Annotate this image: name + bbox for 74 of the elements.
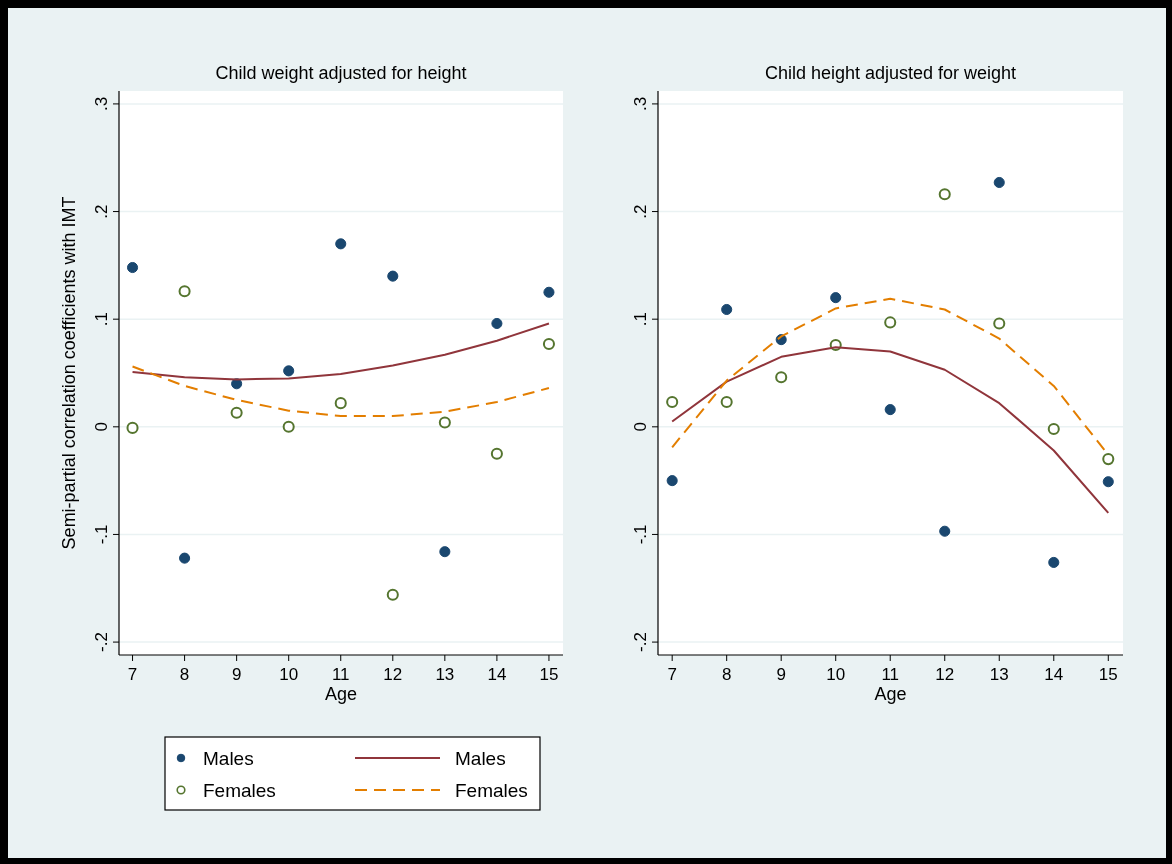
point (993, 317, 1006, 330)
x-tick-label: 10 (826, 665, 846, 684)
x-axis-title: Age (324, 684, 358, 704)
y-axis-title: Semi-partial correlation coefficients with IMT (59, 196, 79, 550)
point (542, 337, 555, 350)
point (884, 404, 896, 416)
x-tick-label: 7 (667, 665, 677, 684)
x-axis-title: Age (874, 684, 907, 704)
point (1102, 453, 1115, 466)
y-tick-label: .2 (92, 204, 111, 219)
x-tick-label: 15 (1098, 665, 1118, 684)
x-tick-label: 12 (383, 665, 403, 684)
x-tick-label: 9 (231, 665, 242, 684)
x-tick-label: 15 (539, 665, 559, 684)
point (939, 525, 951, 537)
point (334, 397, 347, 410)
x-tick-label: 13 (989, 665, 1009, 684)
legend-label: Males (455, 748, 506, 769)
y-tick-label: .3 (92, 96, 111, 112)
point (179, 552, 191, 564)
point (490, 447, 503, 460)
x-tick-label: 8 (179, 665, 190, 684)
y-tick-label: 0 (631, 422, 650, 432)
point (438, 416, 451, 429)
y-tick-label: .3 (631, 96, 650, 112)
legend-label: Females (203, 780, 276, 801)
point (335, 238, 347, 250)
point (1102, 476, 1114, 488)
point (543, 286, 555, 298)
point (666, 396, 679, 409)
y-tick-label: -.2 (92, 632, 111, 653)
y-tick-label: .1 (631, 312, 650, 327)
point (884, 316, 897, 329)
chart-title: Child weight adjusted for height (215, 63, 467, 83)
y-tick-label: -.1 (92, 524, 111, 545)
point (721, 303, 733, 316)
point (1047, 422, 1060, 436)
point (231, 378, 243, 390)
point (387, 270, 399, 282)
y-tick-label: -.1 (631, 524, 650, 545)
y-tick-label: .1 (92, 312, 111, 327)
chart-title: Child height adjusted for weight (764, 63, 1017, 83)
x-tick-label: 14 (1044, 665, 1064, 684)
point (282, 420, 295, 433)
point (720, 396, 733, 409)
x-tick-label: 9 (776, 665, 786, 684)
point (230, 406, 243, 419)
x-tick-label: 8 (721, 665, 732, 684)
x-tick-label: 11 (331, 665, 350, 684)
x-tick-label: 7 (127, 665, 138, 684)
y-tick-label: 0 (92, 422, 111, 432)
x-tick-label: 13 (435, 665, 455, 684)
point (178, 285, 191, 298)
point (1048, 556, 1060, 568)
point (491, 317, 503, 330)
x-tick-label: 11 (881, 665, 900, 684)
legend-label: Females (455, 780, 528, 801)
y-tick-label: .2 (631, 204, 650, 219)
point (439, 546, 451, 558)
line-series (131, 365, 550, 418)
x-tick-label: 14 (487, 665, 507, 684)
point (126, 421, 139, 434)
point (830, 292, 842, 304)
x-tick-label: 12 (935, 665, 955, 684)
point (386, 588, 399, 601)
point (938, 188, 951, 201)
y-tick-label: -.2 (631, 632, 650, 653)
x-tick-label: 10 (279, 665, 299, 684)
point (283, 365, 295, 377)
point (666, 475, 678, 487)
point (775, 371, 788, 384)
point (993, 176, 1005, 189)
legend-label: Males (203, 748, 254, 769)
point (126, 261, 139, 274)
